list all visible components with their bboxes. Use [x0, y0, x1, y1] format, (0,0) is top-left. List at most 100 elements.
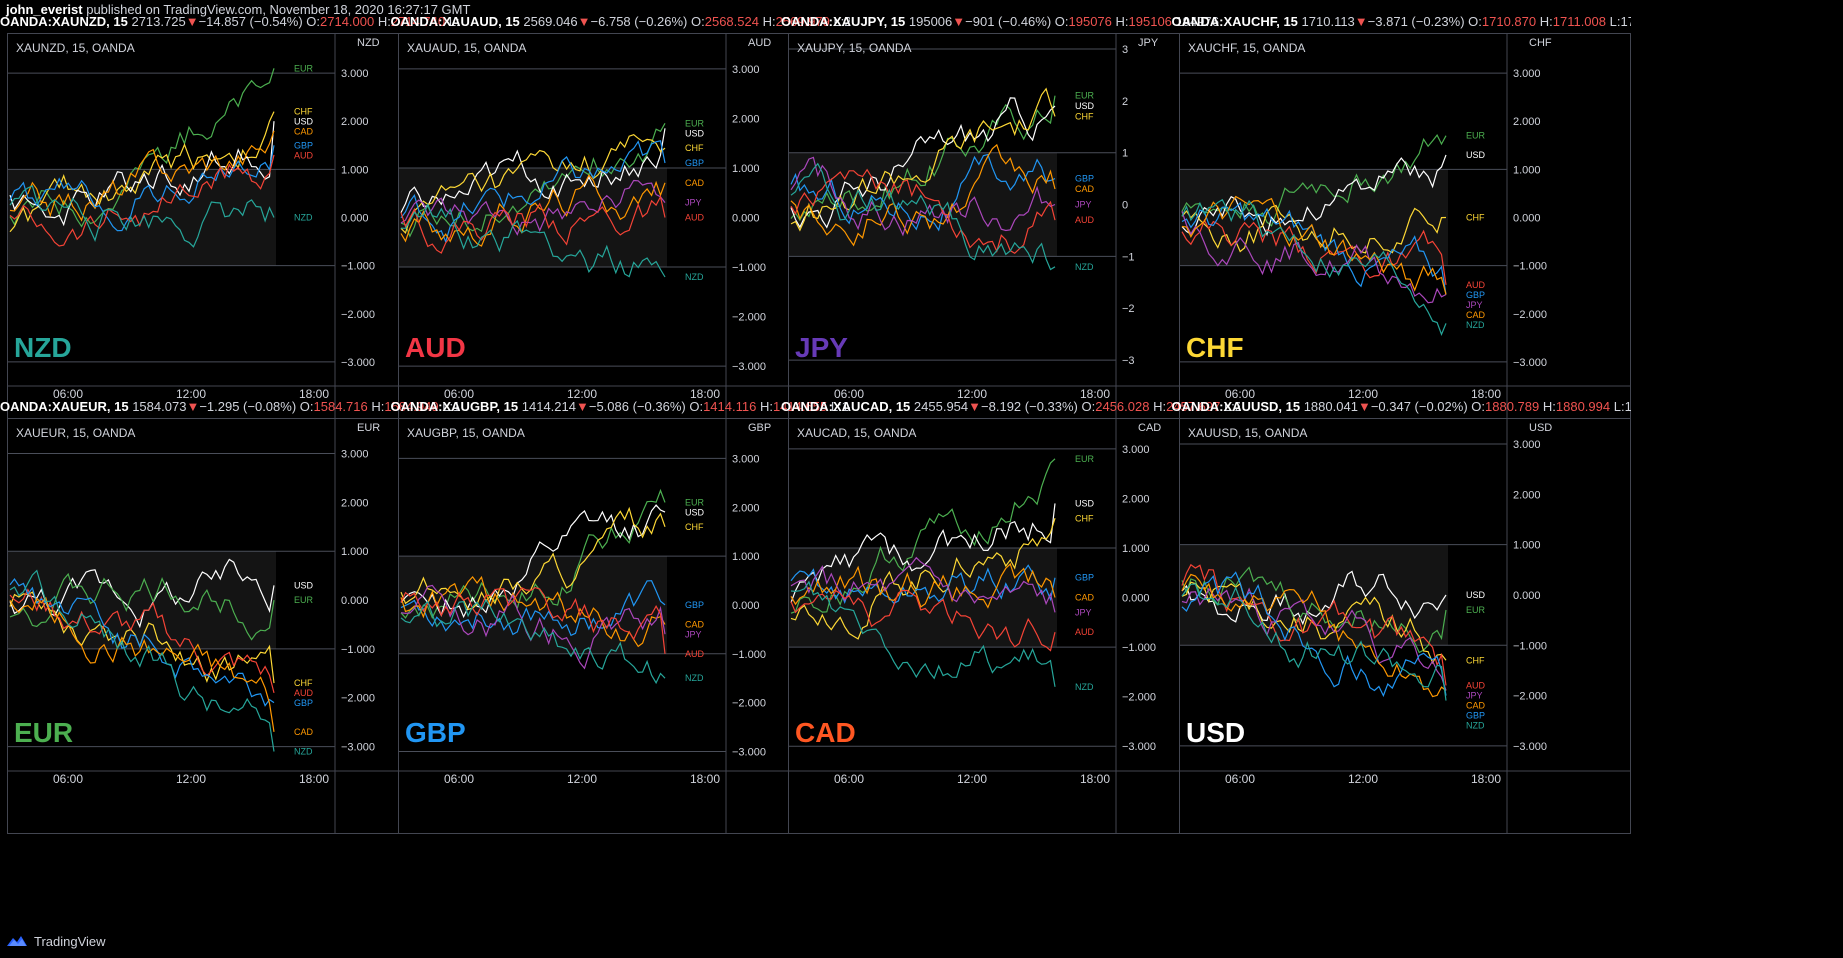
- down-arrow-icon: ▼: [1354, 14, 1368, 29]
- series-end-label: NZD: [294, 746, 313, 756]
- time-label: 12:00: [176, 387, 206, 401]
- chart-panel-nzd[interactable]: OANDA:XAUNZD, 15 2713.725▼−14.857 (−0.54…: [0, 11, 459, 449]
- series-end-label: NZD: [1075, 682, 1094, 692]
- publisher-name[interactable]: john_everist: [6, 2, 83, 17]
- chart-panel-eur[interactable]: OANDA:XAUEUR, 15 1584.073▼−1.295 (−0.08%…: [0, 396, 459, 834]
- series-end-label: CAD: [294, 727, 314, 737]
- chart-frame[interactable]: 3.000 2.000 1.000 0.000 −1.000 −2.000 −3.000 CA…: [788, 418, 1240, 834]
- y-tick-label: 0.000: [1122, 593, 1150, 605]
- open-price: 2568.524: [704, 14, 759, 29]
- y-tick-label: −2.000: [732, 312, 766, 324]
- series-end-label: GBP: [1466, 290, 1485, 300]
- high-price: 1414.655: [772, 399, 828, 414]
- series-end-label: GBP: [1075, 174, 1094, 184]
- time-label: 12:00: [566, 387, 596, 401]
- y-tick-label: −2: [1122, 303, 1135, 315]
- low-price: L:17: [1609, 14, 1631, 29]
- chart-panel-chf[interactable]: OANDA:XAUCHF, 15 1710.113▼−3.871 (−0.23%…: [1172, 11, 1631, 449]
- price-change: −1.295 (−0.08%): [199, 399, 297, 414]
- chart-frame[interactable]: 3.000 2.000 1.000 0.000 −1.000 −2.000 −3.000 GB…: [397, 418, 850, 834]
- axis-unit-label: JPY: [1138, 37, 1159, 49]
- time-label: 12:00: [1347, 387, 1377, 401]
- y-tick-label: −3.000: [1122, 741, 1156, 753]
- symbol-name: OANDA:XAUAUD, 15: [390, 14, 520, 29]
- time-label: 18:00: [1080, 387, 1110, 401]
- series-end-label: USD: [1075, 498, 1095, 508]
- series-line-nzd: [790, 162, 1056, 271]
- y-tick-label: −3.000: [341, 357, 375, 369]
- series-end-label: CAD: [1466, 700, 1486, 710]
- last-price: 2569.046: [523, 14, 578, 29]
- chart-frame[interactable]: 3.000 2.000 1.000 0.000 −1.000 −2.000 −3.000 NZ…: [7, 33, 459, 449]
- series-line-chf: [9, 111, 275, 233]
- time-label: 06:00: [443, 387, 473, 401]
- chart-svg[interactable]: 3.000 2.000 1.000 0.000 −1.000 −2.000 −3.000 AU…: [398, 34, 850, 449]
- series-line-gbp: [790, 153, 1056, 232]
- chart-title: XAUCAD, 15, OANDA: [797, 426, 916, 440]
- chart-panel-aud[interactable]: OANDA:XAUAUD, 15 2569.046▼−6.758 (−0.26%…: [391, 11, 850, 449]
- y-tick-label: 1.000: [1513, 540, 1541, 552]
- y-tick-label: −1.000: [732, 262, 766, 274]
- chart-frame[interactable]: 3.000 2.000 1.000 0.000 −1.000 −2.000 −3.000 CH…: [1178, 33, 1631, 449]
- series-line-nzd: [400, 202, 666, 278]
- chart-svg[interactable]: 3 2 1 0 −1 −2 −3 JPY XAUJPY, 15, OANDA 06:00 12:00…: [789, 34, 1240, 449]
- chart-frame[interactable]: 3.000 2.000 1.000 0.000 −1.000 −2.000 −3.000 AU…: [397, 33, 850, 449]
- chart-panel-jpy[interactable]: OANDA:XAUJPY, 15 195006▼−901 (−0.46%) O:…: [781, 11, 1240, 449]
- series-end-label: GBP: [294, 698, 313, 708]
- series-end-label: CHF: [294, 678, 313, 688]
- series-end-label: EUR: [1075, 454, 1095, 464]
- symbol-name: OANDA:XAUUSD, 15: [1171, 399, 1301, 414]
- last-price: 195006: [908, 14, 953, 29]
- time-label: 06:00: [53, 772, 83, 786]
- series-line-nzd: [400, 598, 665, 685]
- y-tick-label: −1.000: [341, 644, 375, 656]
- high-price: 2457.697: [1166, 399, 1221, 414]
- base-currency-label: CHF: [1186, 332, 1244, 363]
- last-price: 1584.073: [132, 399, 187, 414]
- chart-title: XAUEUR, 15, OANDA: [16, 426, 135, 440]
- series-line-gbp: [9, 577, 275, 707]
- down-arrow-icon: ▼: [952, 14, 966, 29]
- series-end-label: CHF: [294, 107, 313, 117]
- axis-unit-label: EUR: [357, 422, 380, 434]
- footer[interactable]: TradingView: [6, 930, 106, 952]
- symbol-name: OANDA:XAUNZD, 15: [0, 14, 128, 29]
- series-line-usd: [9, 558, 275, 629]
- chart-svg[interactable]: 3.000 2.000 1.000 0.000 −1.000 −2.000 −3.000 US…: [1179, 419, 1631, 834]
- chart-svg[interactable]: 3.000 2.000 1.000 0.000 −1.000 −2.000 −3.000 GB…: [398, 419, 850, 834]
- series-line-chf: [790, 87, 1056, 232]
- chart-panel-gbp[interactable]: OANDA:XAUGBP, 15 1414.214▼−5.086 (−0.36%…: [391, 396, 850, 834]
- y-tick-label: −1.000: [1122, 642, 1156, 654]
- series-line-cad: [1181, 195, 1447, 295]
- chart-frame[interactable]: 3.000 2.000 1.000 0.000 −1.000 −2.000 −3.000 EU…: [7, 418, 459, 834]
- publish-text: published on TradingView.com, November 1…: [86, 2, 471, 17]
- series-end-label: CAD: [1466, 310, 1486, 320]
- series-line-aud: [790, 168, 1056, 255]
- time-label: 06:00: [1224, 387, 1254, 401]
- chart-panel-usd[interactable]: OANDA:XAUUSD, 15 1880.041▼−0.347 (−0.02%…: [1172, 396, 1631, 834]
- y-tick-label: −1.000: [341, 261, 375, 273]
- y-tick-label: −2.000: [1513, 691, 1547, 703]
- series-line-chf: [399, 506, 666, 611]
- series-end-label: USD: [685, 128, 705, 138]
- series-line-jpy: [400, 179, 665, 236]
- y-tick-label: −3.000: [341, 742, 375, 754]
- chart-panel-cad[interactable]: OANDA:XAUCAD, 15 2455.954▼−8.192 (−0.33%…: [781, 396, 1240, 834]
- chart-svg[interactable]: 3.000 2.000 1.000 0.000 −1.000 −2.000 −3.000 EU…: [8, 419, 459, 834]
- time-label: 18:00: [1470, 387, 1500, 401]
- symbol-header: OANDA:XAUUSD, 15 1880.041▼−0.347 (−0.02%…: [1172, 396, 1631, 418]
- open-price: 2714.000: [320, 14, 375, 29]
- chart-frame[interactable]: 3.000 2.000 1.000 0.000 −1.000 −2.000 −3.000 US…: [1178, 418, 1631, 834]
- series-end-label: AUD: [685, 213, 705, 223]
- time-label: 18:00: [299, 772, 329, 786]
- series-end-label: NZD: [685, 673, 704, 683]
- low-price: L:14: [830, 399, 850, 414]
- y-tick-label: 0.000: [732, 213, 760, 225]
- chart-svg[interactable]: 3.000 2.000 1.000 0.000 −1.000 −2.000 −3.000 CH…: [1179, 34, 1631, 449]
- series-end-label: AUD: [685, 649, 705, 659]
- chart-svg[interactable]: 3.000 2.000 1.000 0.000 −1.000 −2.000 −3.000 NZ…: [8, 34, 459, 449]
- price-change: −14.857 (−0.54%): [198, 14, 303, 29]
- series-end-label: CAD: [685, 178, 705, 188]
- y-tick-label: 3.000: [1122, 444, 1150, 456]
- chart-svg[interactable]: 3.000 2.000 1.000 0.000 −1.000 −2.000 −3.000 CA…: [789, 419, 1240, 834]
